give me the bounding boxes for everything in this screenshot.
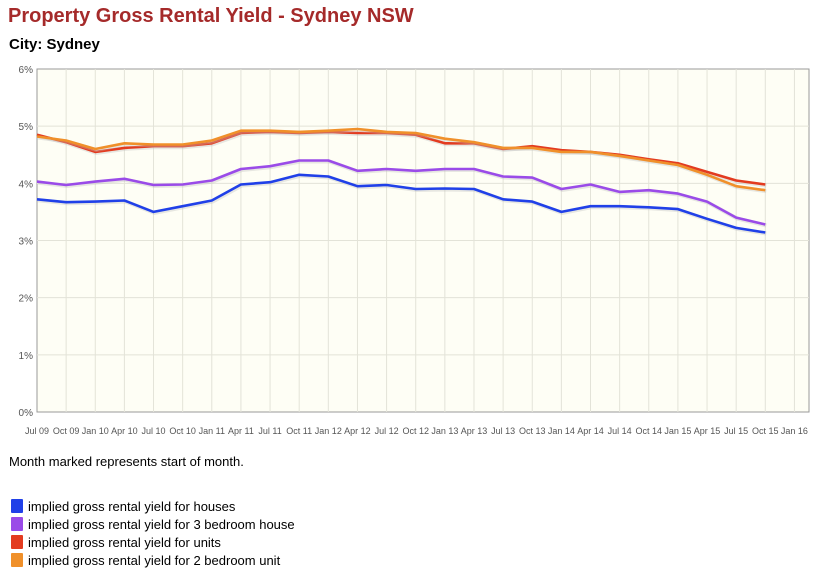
x-tick-label: Oct 14	[636, 426, 663, 436]
x-tick-label: Oct 10	[169, 426, 196, 436]
y-tick-label: 4%	[19, 179, 34, 190]
x-tick-label: Jan 13	[431, 426, 458, 436]
legend-item: implied gross rental yield for houses	[11, 497, 295, 515]
gridlines	[37, 69, 809, 412]
legend-label: implied gross rental yield for 2 bedroom…	[28, 552, 281, 568]
x-tick-label: Jul 13	[491, 426, 515, 436]
footnote: Month marked represents start of month.	[9, 454, 244, 469]
x-tick-label: Oct 13	[519, 426, 546, 436]
x-tick-label: Jan 15	[664, 426, 691, 436]
legend-swatch	[11, 517, 23, 531]
x-tick-label: Jul 10	[142, 426, 166, 436]
series-line	[36, 159, 766, 226]
legend-label: implied gross rental yield for units	[28, 534, 221, 550]
y-tick-label: 3%	[19, 237, 34, 248]
legend: implied gross rental yield for houses im…	[11, 497, 295, 569]
x-tick-label: Apr 10	[111, 426, 138, 436]
x-tick-label: Jan 12	[315, 426, 342, 436]
y-tick-label: 2%	[19, 294, 34, 305]
line-chart: 0% 1% 2% 3% 4% 5% 6% Jul 09 Oct 09 Jan 10 Apr 10 J…	[19, 65, 810, 436]
x-tick-label: Jan 11	[199, 426, 225, 436]
x-axis-ticks: Jul 09 Oct 09 Jan 10 Apr 10 Jul 10 Oct 10 Jan …	[25, 426, 808, 436]
x-tick-label: Jan 16	[781, 426, 808, 436]
x-tick-label: Apr 13	[461, 426, 488, 436]
legend-item: implied gross rental yield for units	[11, 533, 295, 551]
x-tick-label: Apr 11	[228, 426, 254, 436]
legend-swatch	[11, 535, 23, 549]
legend-swatch	[11, 499, 23, 513]
x-tick-label: Jul 15	[724, 426, 748, 436]
x-tick-label: Jul 11	[258, 426, 281, 436]
x-tick-label: Apr 12	[344, 426, 371, 436]
x-tick-label: Jul 12	[375, 426, 399, 436]
y-axis-ticks: 0% 1% 2% 3% 4% 5% 6%	[19, 65, 34, 419]
legend-label: implied gross rental yield for 3 bedroom…	[28, 516, 295, 532]
series-lines	[36, 127, 767, 236]
x-tick-label: Jan 10	[82, 426, 109, 436]
y-tick-label: 5%	[19, 122, 34, 133]
x-tick-label: Oct 15	[752, 426, 779, 436]
legend-label: implied gross rental yield for houses	[28, 498, 236, 514]
legend-item: implied gross rental yield for 2 bedroom…	[11, 551, 295, 569]
legend-item: implied gross rental yield for 3 bedroom…	[11, 515, 295, 533]
x-tick-label: Jul 14	[608, 426, 632, 436]
city-subtitle: City: Sydney	[9, 36, 100, 53]
x-tick-label: Oct 11	[286, 426, 312, 436]
x-tick-label: Jul 09	[25, 426, 49, 436]
x-tick-label: Apr 14	[577, 426, 604, 436]
x-tick-label: Apr 15	[694, 426, 721, 436]
y-tick-label: 6%	[19, 65, 34, 76]
series-line	[36, 173, 766, 234]
chart-title: Property Gross Rental Yield - Sydney NSW	[8, 5, 414, 27]
y-tick-label: 0%	[19, 408, 34, 419]
series-line	[36, 127, 766, 192]
x-tick-label: Oct 09	[53, 426, 80, 436]
y-tick-label: 1%	[19, 351, 34, 362]
x-tick-label: Oct 12	[402, 426, 429, 436]
legend-swatch	[11, 553, 23, 567]
x-tick-label: Jan 14	[548, 426, 575, 436]
